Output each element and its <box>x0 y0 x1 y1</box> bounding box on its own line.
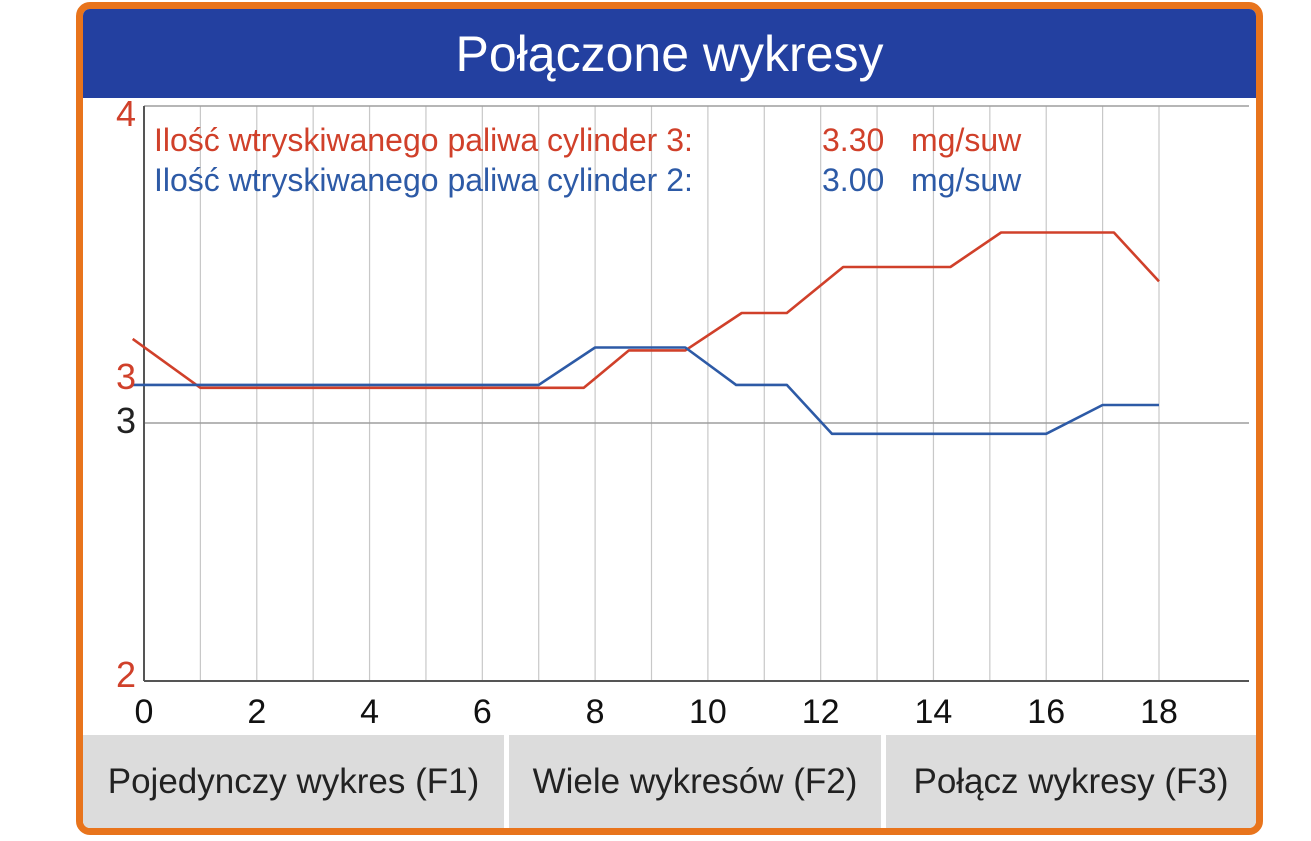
window-title: Połączone wykresy <box>83 9 1256 98</box>
legend-value-series-1: 3.30 <box>822 122 884 158</box>
x-tick-label: 6 <box>473 693 492 731</box>
y-tick-label-red: 4 <box>116 93 136 134</box>
x-tick-labels: 0 2 4 6 8 10 12 14 16 18 <box>135 693 1178 731</box>
x-tick-label: 4 <box>360 693 379 731</box>
y-tick-label-red: 3 <box>116 356 136 397</box>
series-line-1 <box>131 231 1160 390</box>
legend-name-series-1: Ilość wtryskiwanego paliwa cylinder 3: <box>154 122 693 158</box>
legend-unit-series-1: mg/suw <box>911 122 1022 158</box>
multiple-charts-button[interactable]: Wiele wykresów (F2) <box>509 735 881 828</box>
y-tick-labels: 4 3 2 3 <box>116 93 136 695</box>
function-button-bar: Pojedynczy wykres (F1) Wiele wykresów (F… <box>83 735 1256 828</box>
grid-lines <box>144 105 1249 681</box>
y-tick-label-black: 3 <box>116 400 136 441</box>
x-tick-label: 16 <box>1027 693 1065 731</box>
x-tick-label: 14 <box>915 693 953 731</box>
single-chart-button[interactable]: Pojedynczy wykres (F1) <box>83 735 504 828</box>
x-tick-label: 0 <box>135 693 154 731</box>
x-tick-label: 2 <box>247 693 266 731</box>
series-line-2 <box>132 346 1159 436</box>
series-lines <box>131 231 1160 436</box>
x-tick-label: 8 <box>586 693 605 731</box>
x-tick-label: 18 <box>1140 693 1178 731</box>
y-tick-label-red: 2 <box>116 654 136 695</box>
legend-name-series-2: Ilość wtryskiwanego paliwa cylinder 2: <box>154 162 693 198</box>
x-tick-label: 10 <box>689 693 727 731</box>
legend-unit-series-2: mg/suw <box>911 162 1022 198</box>
combine-charts-button[interactable]: Połącz wykresy (F3) <box>886 735 1256 828</box>
x-tick-label: 12 <box>802 693 840 731</box>
legend-value-series-2: 3.00 <box>822 162 884 198</box>
